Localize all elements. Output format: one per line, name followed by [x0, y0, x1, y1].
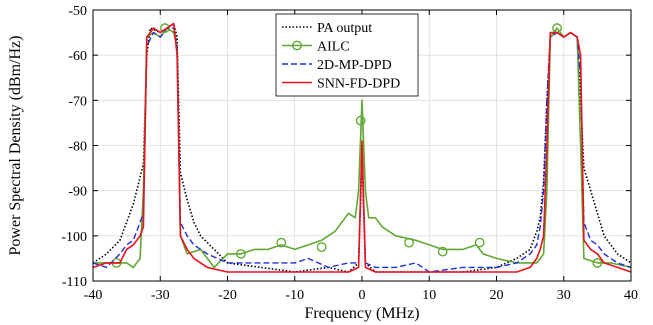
series-marker: [316, 242, 327, 253]
legend: PA output AILC 2D-MP-DPD SNN-FD-DPD: [275, 13, 419, 97]
x-tick-label: 40: [624, 288, 638, 303]
legend-label: PA output: [317, 21, 372, 36]
legend-label: 2D-MP-DPD: [317, 58, 392, 73]
y-tick-label: -100: [61, 230, 87, 245]
series-marker: [592, 258, 603, 268]
series-line: [92, 22, 632, 273]
x-tick-label: 0: [359, 288, 366, 303]
y-tick-label: -70: [68, 94, 87, 109]
x-tick-label: -30: [151, 288, 170, 303]
series-marker: [474, 237, 485, 248]
y-tick-label: -110: [62, 275, 87, 290]
series-layer: [92, 22, 632, 273]
y-tick-label: -90: [68, 185, 87, 200]
x-tick-label: 10: [422, 288, 436, 303]
x-tick-label: 20: [490, 288, 504, 303]
y-tick-label: -60: [68, 49, 87, 64]
series-marker: [355, 115, 366, 126]
y-tick-label: -80: [68, 140, 87, 155]
legend-label: SNN-FD-DPD: [317, 77, 400, 92]
y-axis-title: Power Spectral Density (dBm/Hz): [7, 36, 24, 256]
y-tick-label: -50: [68, 4, 87, 19]
x-tick-label: -20: [218, 288, 237, 303]
series-snn-fd-dpd: [92, 22, 632, 273]
legend-label: AILC: [317, 40, 350, 55]
x-tick-label: -10: [285, 288, 304, 303]
tick-layer: -40 -30 -20 -10 0 10 20 30 40-110-100-90-80-70-6…: [61, 4, 638, 303]
x-tick-label: 30: [557, 288, 571, 303]
series-marker: [236, 248, 246, 259]
series-marker: [404, 237, 414, 248]
x-tick-label: -40: [84, 288, 103, 303]
series-marker: [160, 23, 170, 33]
legend-marker: [292, 40, 302, 51]
series-marker: [437, 246, 448, 257]
series-marker: [276, 237, 287, 248]
x-axis-title: Frequency (MHz): [304, 305, 419, 322]
